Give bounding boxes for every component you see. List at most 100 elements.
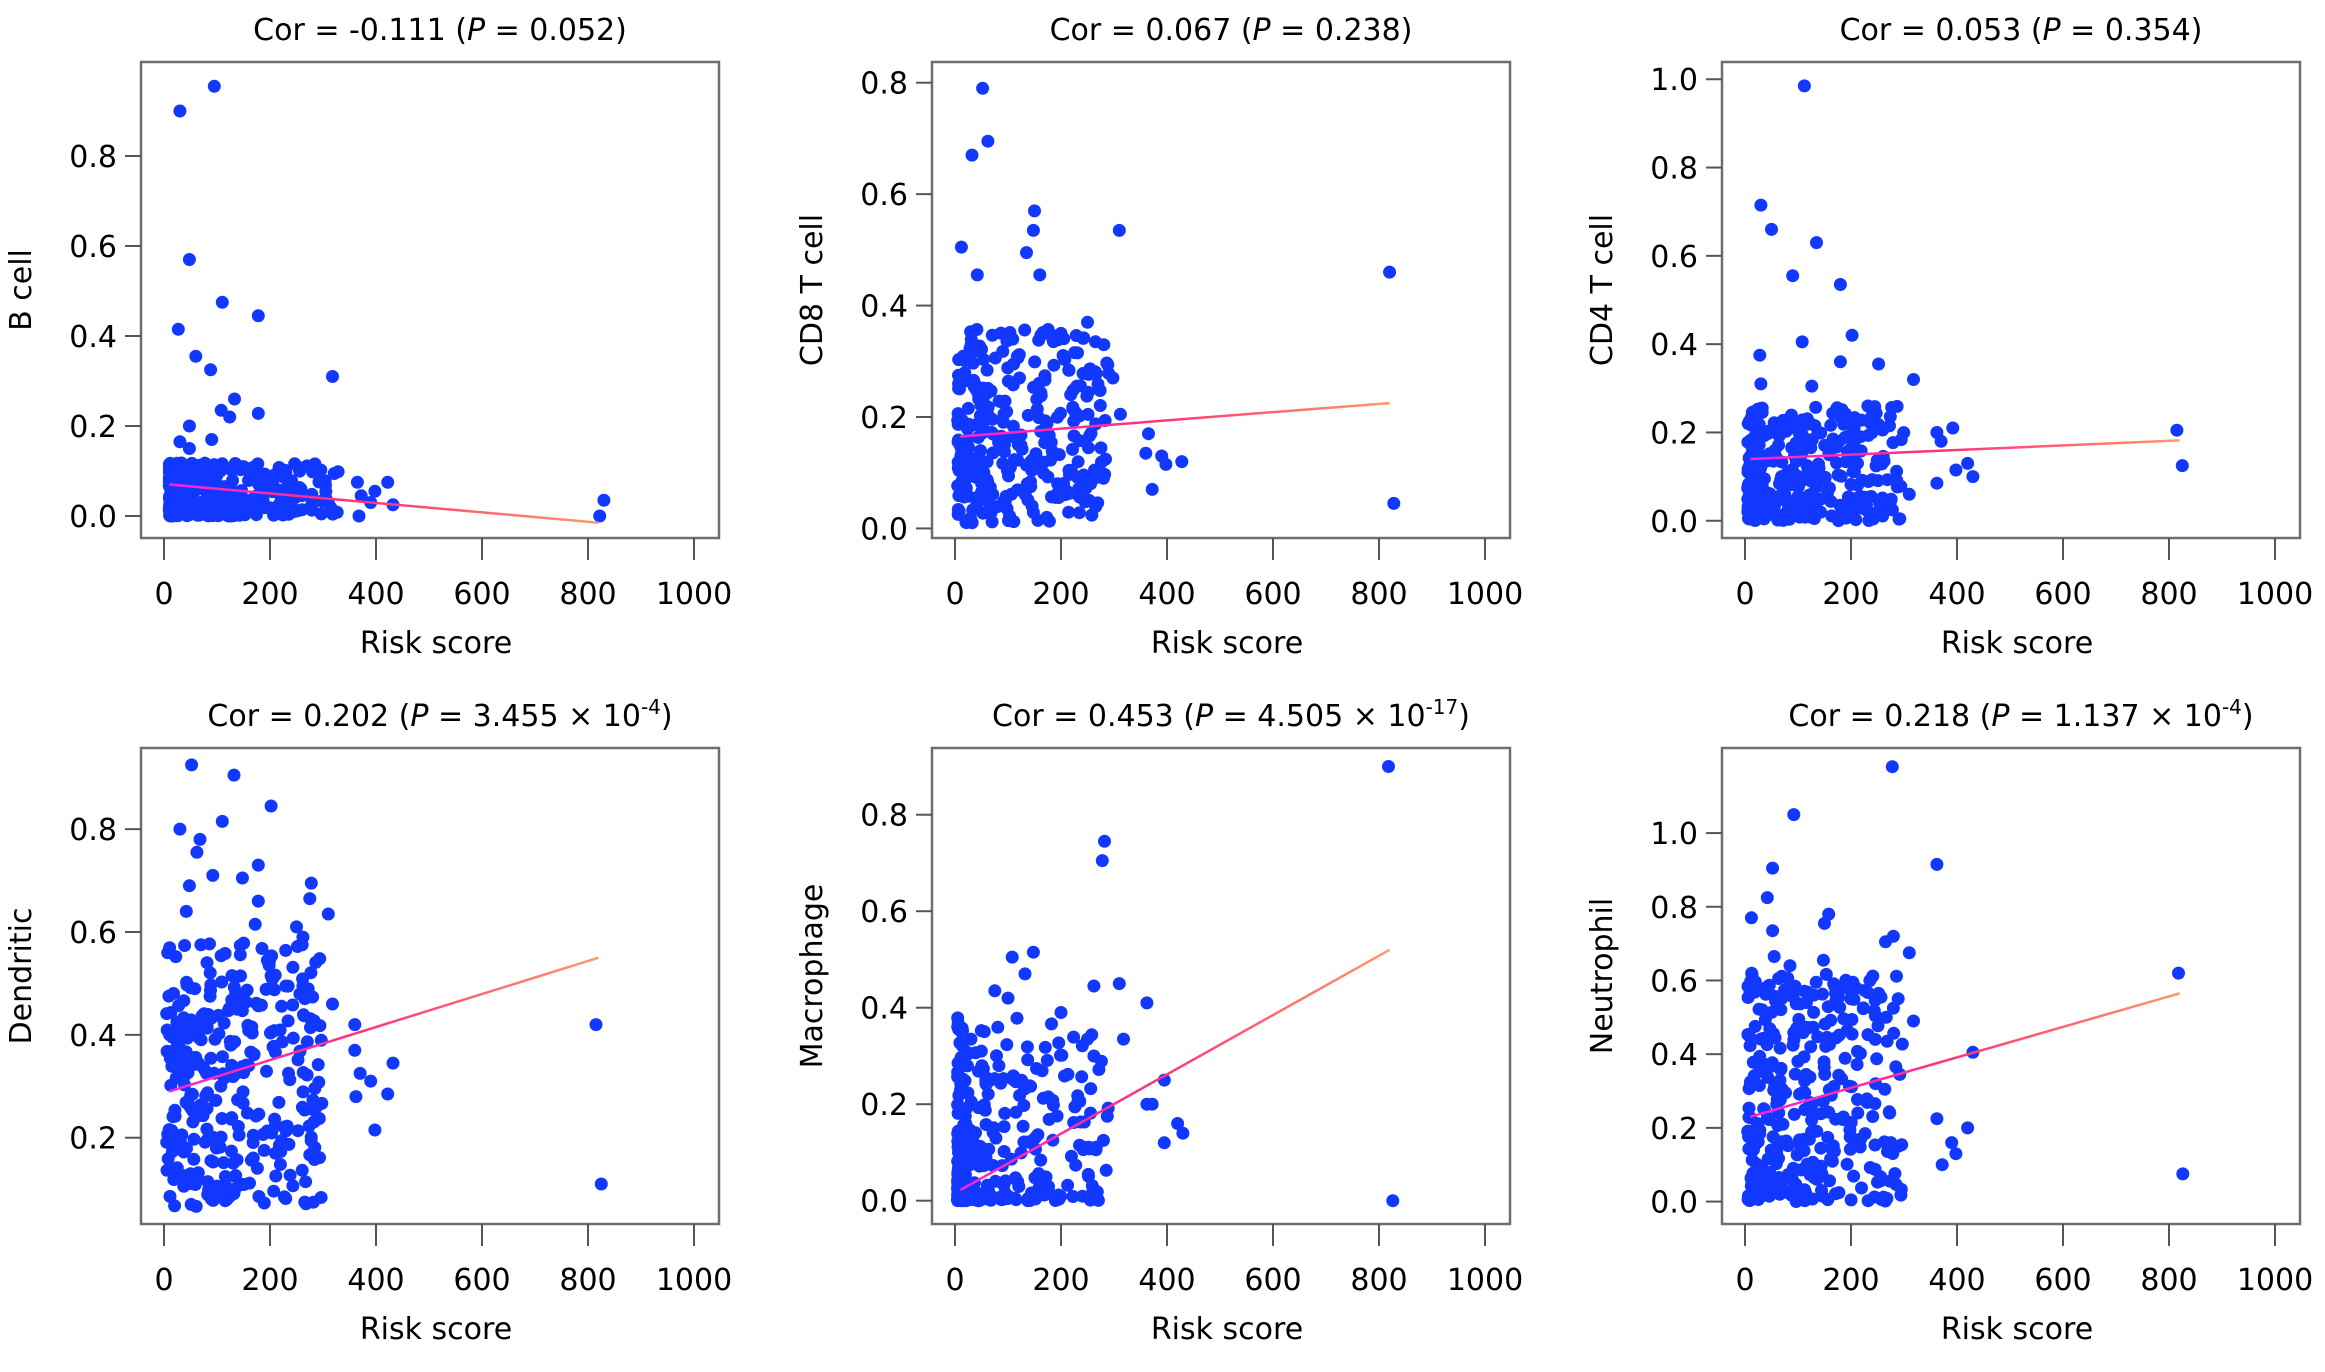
data-point xyxy=(954,240,968,254)
data-point xyxy=(217,480,231,494)
data-point xyxy=(1842,429,1856,443)
y-tick-label: 0.4 xyxy=(1650,328,1698,363)
data-point xyxy=(1930,857,1944,871)
data-point xyxy=(1775,1135,1788,1149)
data-point xyxy=(1056,349,1070,362)
data-point xyxy=(1068,405,1082,419)
data-point xyxy=(1760,500,1774,513)
data-point xyxy=(1140,996,1154,1010)
data-point xyxy=(206,1130,220,1144)
data-point xyxy=(244,1153,258,1167)
data-point xyxy=(232,1128,246,1142)
data-point xyxy=(368,1123,382,1137)
data-point xyxy=(1846,503,1860,517)
data-point xyxy=(1851,1044,1864,1058)
data-point xyxy=(1879,503,1892,517)
data-point xyxy=(182,879,196,893)
data-point xyxy=(354,489,368,503)
data-point xyxy=(319,485,333,499)
data-point xyxy=(187,465,200,479)
data-point xyxy=(1081,315,1094,329)
data-point xyxy=(1054,1006,1068,1019)
data-point xyxy=(201,1086,214,1100)
data-point xyxy=(272,1095,286,1109)
data-point xyxy=(1010,349,1024,363)
x-tick-label: 1000 xyxy=(1447,577,1523,612)
data-point xyxy=(1061,1178,1075,1192)
data-point xyxy=(1061,1067,1075,1081)
data-point xyxy=(1175,455,1189,469)
data-point xyxy=(966,356,980,370)
data-point xyxy=(1884,1136,1898,1150)
data-point xyxy=(1024,480,1038,494)
data-point xyxy=(277,507,291,521)
data-point xyxy=(353,1066,367,1080)
data-point xyxy=(227,768,241,782)
data-point xyxy=(1793,1087,1806,1101)
data-point xyxy=(1020,1040,1034,1054)
data-point xyxy=(304,1130,318,1144)
data-point xyxy=(245,1020,259,1034)
data-point xyxy=(970,268,984,282)
data-point xyxy=(290,504,304,518)
data-point xyxy=(236,1085,250,1099)
data-point xyxy=(1067,429,1081,443)
data-point xyxy=(1742,1110,1756,1124)
data-point xyxy=(1832,514,1845,528)
data-point xyxy=(1880,473,1894,487)
data-point xyxy=(1748,431,1762,445)
data-point xyxy=(221,1004,235,1018)
data-point xyxy=(201,1008,215,1021)
data-point xyxy=(1084,1193,1097,1207)
data-point xyxy=(290,920,303,934)
data-point xyxy=(302,1119,316,1133)
data-point xyxy=(1757,472,1771,486)
data-point xyxy=(1071,455,1085,469)
data-point xyxy=(308,1141,322,1155)
data-point xyxy=(1907,373,1920,386)
data-point xyxy=(175,1128,189,1142)
data-point xyxy=(1885,760,1899,774)
y-axis-label: Macrophage xyxy=(795,884,830,1069)
data-point xyxy=(979,1077,993,1091)
data-point xyxy=(1050,1109,1064,1123)
data-point xyxy=(1076,367,1090,380)
data-point xyxy=(1861,1194,1875,1208)
data-point xyxy=(1760,509,1774,523)
data-point xyxy=(1106,371,1120,385)
scatter-points xyxy=(162,79,611,523)
data-point xyxy=(1837,417,1851,431)
data-point xyxy=(1745,1153,1759,1167)
y-tick-label: 0.6 xyxy=(860,895,908,930)
data-point xyxy=(1023,1194,1037,1207)
data-point xyxy=(182,482,196,496)
data-point xyxy=(1760,1032,1774,1045)
data-point xyxy=(1780,1186,1794,1199)
data-point xyxy=(1851,1106,1865,1120)
data-point xyxy=(1868,400,1882,414)
data-point xyxy=(1089,1143,1103,1157)
data-point xyxy=(1112,223,1126,237)
plot-frame xyxy=(139,60,721,540)
data-point xyxy=(1893,512,1907,526)
data-point xyxy=(1895,1037,1909,1051)
data-point xyxy=(259,982,273,996)
data-point xyxy=(1887,1026,1901,1040)
data-point xyxy=(1064,463,1078,477)
y-tick-label: 0.0 xyxy=(860,1185,908,1220)
data-point xyxy=(997,1120,1011,1134)
data-point xyxy=(2175,459,2189,473)
x-axis-label: Risk score xyxy=(1941,626,2093,661)
data-point xyxy=(1062,363,1076,377)
data-point xyxy=(1815,1184,1828,1197)
data-point xyxy=(976,81,990,95)
y-axis-label: CD8 T cell xyxy=(795,214,830,366)
x-tick-label: 0 xyxy=(1735,577,1754,612)
data-point xyxy=(248,459,262,473)
data-point xyxy=(1767,950,1781,963)
data-point xyxy=(1748,985,1762,999)
data-point xyxy=(280,480,294,494)
x-tick-label: 800 xyxy=(1350,1263,1407,1298)
data-point xyxy=(964,325,978,339)
data-point xyxy=(1832,983,1846,997)
